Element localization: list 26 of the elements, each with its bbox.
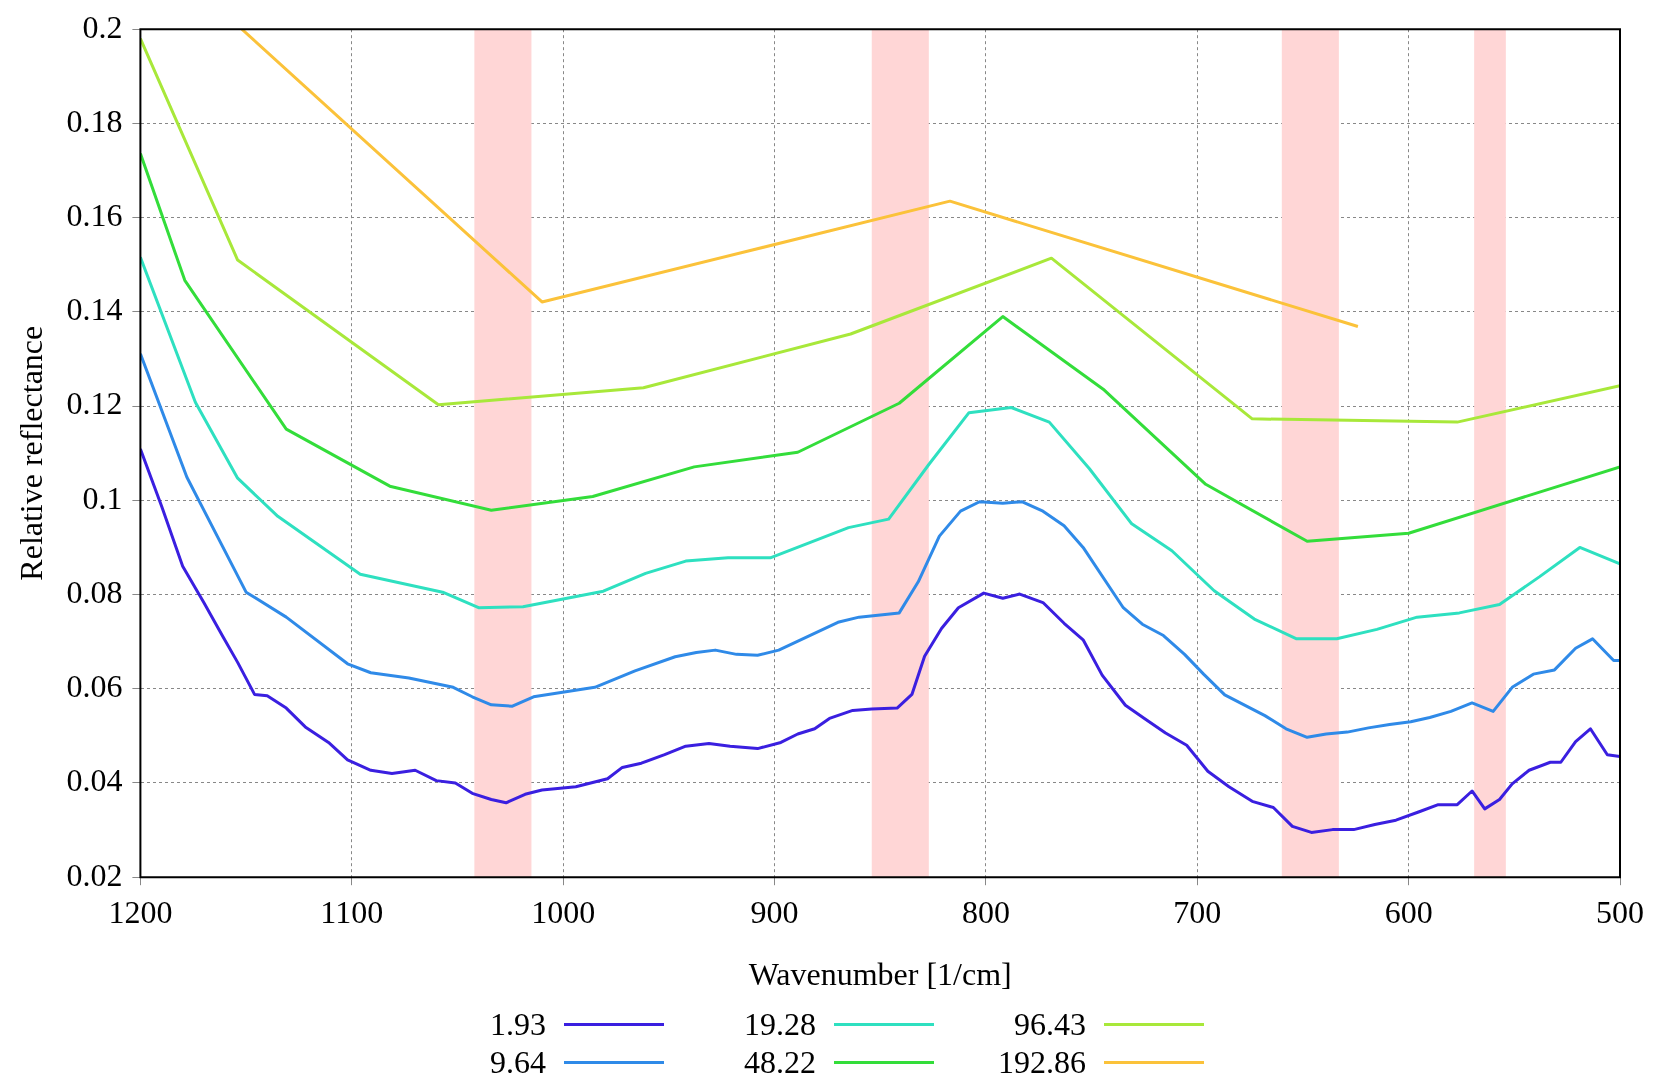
y-tick-label: 0.2 <box>82 8 123 45</box>
legend-label: 48.22 <box>744 1043 816 1081</box>
y-axis-title: Relative reflectance <box>12 325 49 581</box>
y-tick-label: 0.08 <box>66 573 123 610</box>
y-tick-label: 0.04 <box>66 762 123 799</box>
y-tick-label: 0.18 <box>66 102 123 139</box>
x-tick-label: 900 <box>750 893 799 930</box>
legend-label: 9.64 <box>490 1043 546 1081</box>
legend-label: 96.43 <box>1014 1005 1086 1043</box>
y-tick-label: 0.12 <box>66 385 123 422</box>
x-axis-title: Wavenumber [1/cm] <box>748 956 1012 993</box>
x-tick-label: 800 <box>961 893 1010 930</box>
y-tick-label: 0.1 <box>82 479 123 516</box>
x-tick-label: 1200 <box>108 893 173 930</box>
x-tick-label: 700 <box>1173 893 1222 930</box>
y-tick-label: 0.02 <box>66 856 123 893</box>
legend-label: 1.93 <box>490 1005 546 1043</box>
x-tick-label: 1100 <box>320 893 384 930</box>
x-tick-label: 1000 <box>531 893 596 930</box>
y-tick-label: 0.06 <box>66 668 123 705</box>
legend-label: 192.86 <box>998 1043 1086 1081</box>
y-tick-label: 0.16 <box>66 197 123 234</box>
legend-label: 19.28 <box>744 1005 816 1043</box>
x-tick-label: 500 <box>1596 893 1644 930</box>
x-tick-label: 600 <box>1384 893 1433 930</box>
y-tick-label: 0.14 <box>66 291 123 328</box>
